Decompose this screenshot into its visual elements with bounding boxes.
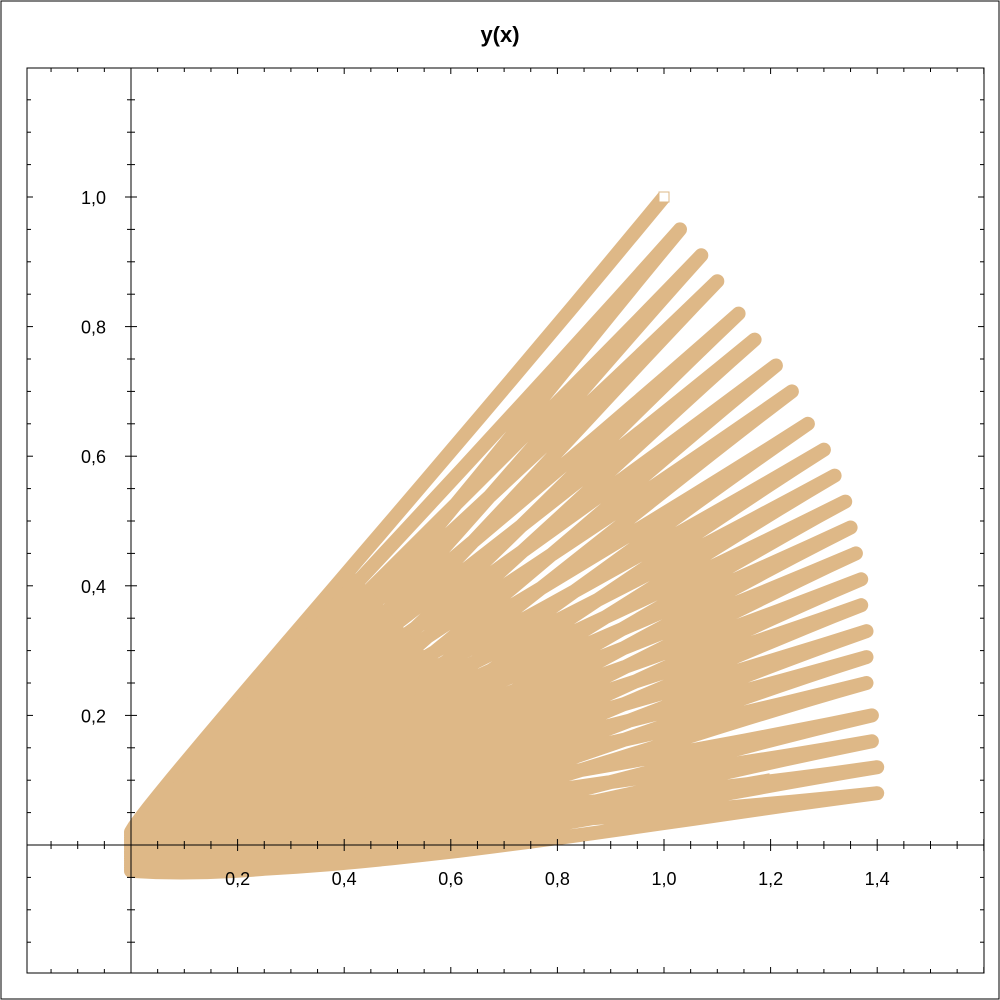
x-tick-label: 0,6 xyxy=(438,869,463,889)
x-tick-label: 1,0 xyxy=(651,869,676,889)
chart-title: y(x) xyxy=(480,22,519,47)
x-tick-label: 0,2 xyxy=(225,869,250,889)
tick-layer xyxy=(27,68,985,973)
spiral-core xyxy=(131,572,425,865)
y-tick-label: 0,4 xyxy=(81,577,106,597)
x-tick-label: 0,8 xyxy=(545,869,570,889)
curve-layer xyxy=(124,191,885,880)
y-tick-label: 0,8 xyxy=(81,318,106,338)
y-tick-label: 0,2 xyxy=(81,706,106,726)
label-layer: 0,2 0,4 0,6 0,8 1,0 1,2 1,4 0,2 0,4 0,6 0,8 1,0 xyxy=(81,188,890,889)
x-tick-label: 1,2 xyxy=(758,869,783,889)
x-tick-label: 0,4 xyxy=(332,869,357,889)
y-tick-label: 1,0 xyxy=(81,188,106,208)
x-tick-label: 1,4 xyxy=(865,869,890,889)
y-tick-label: 0,6 xyxy=(81,447,106,467)
start-marker xyxy=(658,191,670,203)
